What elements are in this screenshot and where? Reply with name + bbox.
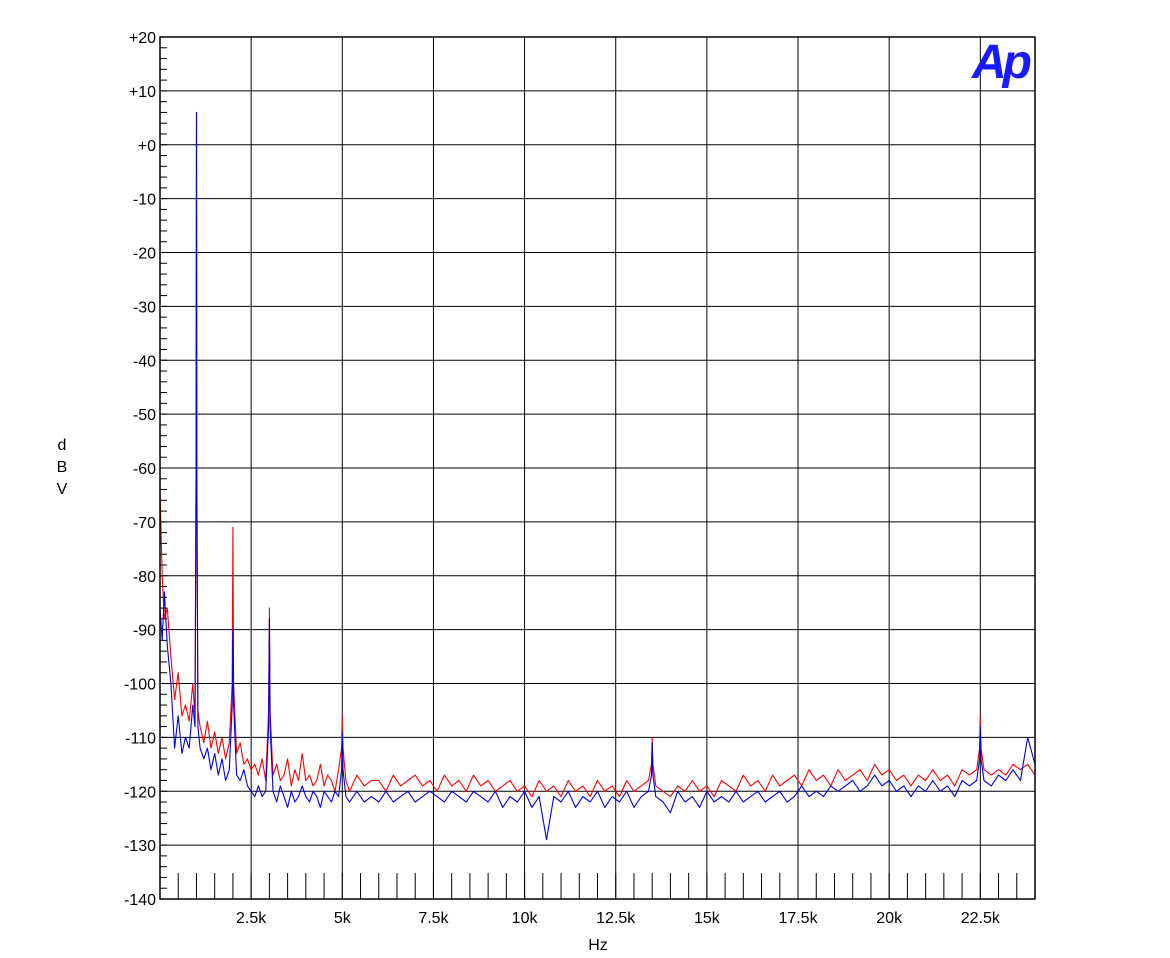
y-axis-tick-labels: +20 +10 +0 -10 -20 -30 -40 -50 -60 -70 -80 -90 -100 -… — [124, 30, 156, 909]
series-line-0 — [159, 111, 1036, 798]
x-tick-label: 5k — [334, 910, 352, 927]
y-tick-label: +10 — [129, 84, 156, 101]
minor-ticks — [160, 36, 1018, 900]
y-tick-label: -90 — [133, 623, 156, 640]
x-tick-label: 17.5k — [778, 910, 818, 927]
y-tick-label: +0 — [138, 138, 156, 155]
x-axis-tick-labels: 2.5k 5k 7.5k 10k 12.5k 15k 17.5k 20k 22.5k — [236, 910, 1001, 927]
ap-logo: Ap — [971, 36, 1031, 89]
y-tick-label: -30 — [133, 299, 156, 316]
y-tick-label: -80 — [133, 569, 156, 586]
y-tick-label: -110 — [125, 730, 156, 747]
x-tick-label: 10k — [512, 910, 539, 927]
y-tick-label: -10 — [133, 192, 156, 209]
y-tick-label: -70 — [133, 515, 156, 532]
y-tick-label: -40 — [133, 353, 156, 370]
y-axis-label-letter: B — [57, 459, 68, 476]
y-tick-label: -140 — [124, 892, 156, 909]
y-tick-label: +20 — [129, 30, 156, 47]
y-axis-label-letter: V — [57, 481, 68, 498]
series-lines — [159, 111, 1036, 841]
y-tick-label: -50 — [133, 407, 156, 424]
x-tick-label: 2.5k — [236, 910, 267, 927]
y-tick-label: -20 — [133, 246, 156, 263]
x-tick-label: 7.5k — [418, 910, 449, 927]
x-tick-label: 15k — [694, 910, 721, 927]
x-tick-label: 22.5k — [961, 910, 1001, 927]
y-tick-label: -60 — [133, 461, 156, 478]
grid — [160, 36, 1035, 900]
x-tick-label: 20k — [876, 910, 903, 927]
y-tick-label: -130 — [124, 838, 156, 855]
x-tick-label: 12.5k — [596, 910, 636, 927]
y-tick-label: -120 — [124, 784, 156, 801]
y-axis-label: dBV — [57, 437, 68, 498]
y-axis-label-letter: d — [58, 437, 67, 454]
x-axis-label: Hz — [588, 937, 608, 954]
plot-frame — [159, 36, 1036, 900]
series-line-1 — [159, 111, 1036, 841]
y-tick-label: -100 — [124, 677, 156, 694]
